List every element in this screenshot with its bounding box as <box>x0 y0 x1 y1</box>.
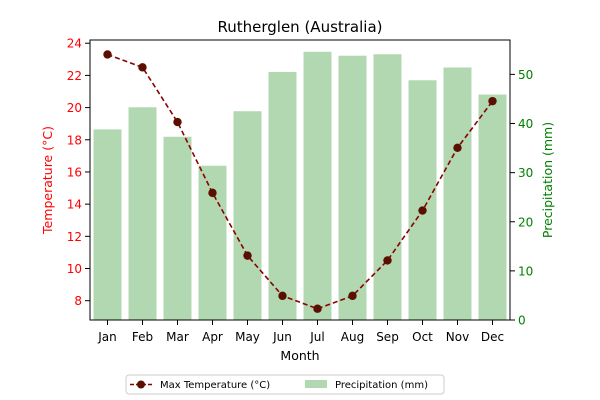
precipitation-bar <box>128 107 157 320</box>
y-left-tick-label: 18 <box>67 133 82 147</box>
precipitation-bar <box>163 136 192 320</box>
legend-label-temperature: Max Temperature (°C) <box>160 380 270 391</box>
right-axis: 0 10 20 30 40 50 <box>510 68 533 328</box>
y-left-tick-label: 8 <box>74 294 82 308</box>
temperature-point <box>313 304 322 313</box>
x-tick-label: May <box>235 330 260 344</box>
temperature-point <box>418 206 427 215</box>
x-axis-label: Month <box>280 348 319 363</box>
temperature-line-path <box>107 53 494 310</box>
legend-label-precipitation: Precipitation (mm) <box>335 380 428 391</box>
x-tick-label: Jun <box>272 330 292 344</box>
y-right-tick-label: 30 <box>518 166 533 180</box>
x-tick-label: Jul <box>309 330 324 344</box>
temperature-point <box>488 96 497 106</box>
x-tick-label: Jan <box>97 330 117 344</box>
temperature-point <box>278 291 287 301</box>
temperature-point <box>103 50 112 59</box>
y-left-tick-label: 20 <box>67 101 82 115</box>
x-tick-label: Sep <box>376 330 399 344</box>
x-tick-label: Aug <box>341 330 364 344</box>
legend: Max Temperature (°C) Precipitation (mm) <box>125 374 445 395</box>
precipitation-bar <box>408 80 437 320</box>
chart-title: Rutherglen (Australia) <box>217 18 382 36</box>
precipitation-bar <box>233 111 262 320</box>
legend-bar-swatch <box>305 380 327 388</box>
temperature-point <box>348 291 357 301</box>
plot-frame <box>89 39 511 321</box>
x-tick-label: Dec <box>481 330 504 344</box>
temperature-point <box>173 117 182 127</box>
x-tick-label: Feb <box>132 330 153 344</box>
y-left-tick-label: 16 <box>67 165 82 179</box>
y-right-tick-label: 50 <box>518 68 533 82</box>
x-axis: Jan Feb Mar Apr May Jun Jul Aug Sep Oct Nov Dec <box>97 320 504 344</box>
x-tick-label: Mar <box>166 330 189 344</box>
y-left-tick-label: 10 <box>67 262 82 276</box>
precipitation-bar <box>373 54 402 321</box>
temperature-point <box>138 63 147 72</box>
temperature-point <box>453 143 462 153</box>
y-axis-right-label: Precipitation (mm) <box>540 122 555 238</box>
temperature-point <box>383 256 392 265</box>
x-tick-label: Oct <box>412 330 433 344</box>
precipitation-bar <box>478 94 507 321</box>
temperature-line <box>103 50 497 313</box>
y-right-tick-label: 0 <box>518 314 526 328</box>
y-right-tick-label: 20 <box>518 215 533 229</box>
x-tick-label: Nov <box>446 330 469 344</box>
precipitation-bar <box>93 129 122 320</box>
y-left-tick-label: 14 <box>67 198 82 212</box>
legend-frame <box>125 374 445 395</box>
y-right-tick-label: 10 <box>518 264 533 278</box>
temperature-point <box>243 251 252 260</box>
precipitation-bar <box>303 51 332 320</box>
y-left-tick-label: 24 <box>67 37 82 51</box>
x-tick-label: Apr <box>202 330 223 344</box>
precipitation-bar <box>443 67 472 320</box>
y-axis-left-label: Temperature (°C) <box>40 126 55 235</box>
y-left-tick-label: 22 <box>67 69 82 83</box>
precipitation-bars <box>93 51 507 321</box>
precipitation-bar <box>268 71 297 320</box>
temperature-point <box>208 188 217 198</box>
y-right-tick-label: 40 <box>518 117 533 131</box>
left-axis: 8 10 12 14 16 18 20 22 24 <box>67 37 90 308</box>
y-left-tick-label: 12 <box>67 230 82 244</box>
legend-marker-swatch <box>137 380 145 389</box>
precipitation-bar <box>338 55 367 320</box>
